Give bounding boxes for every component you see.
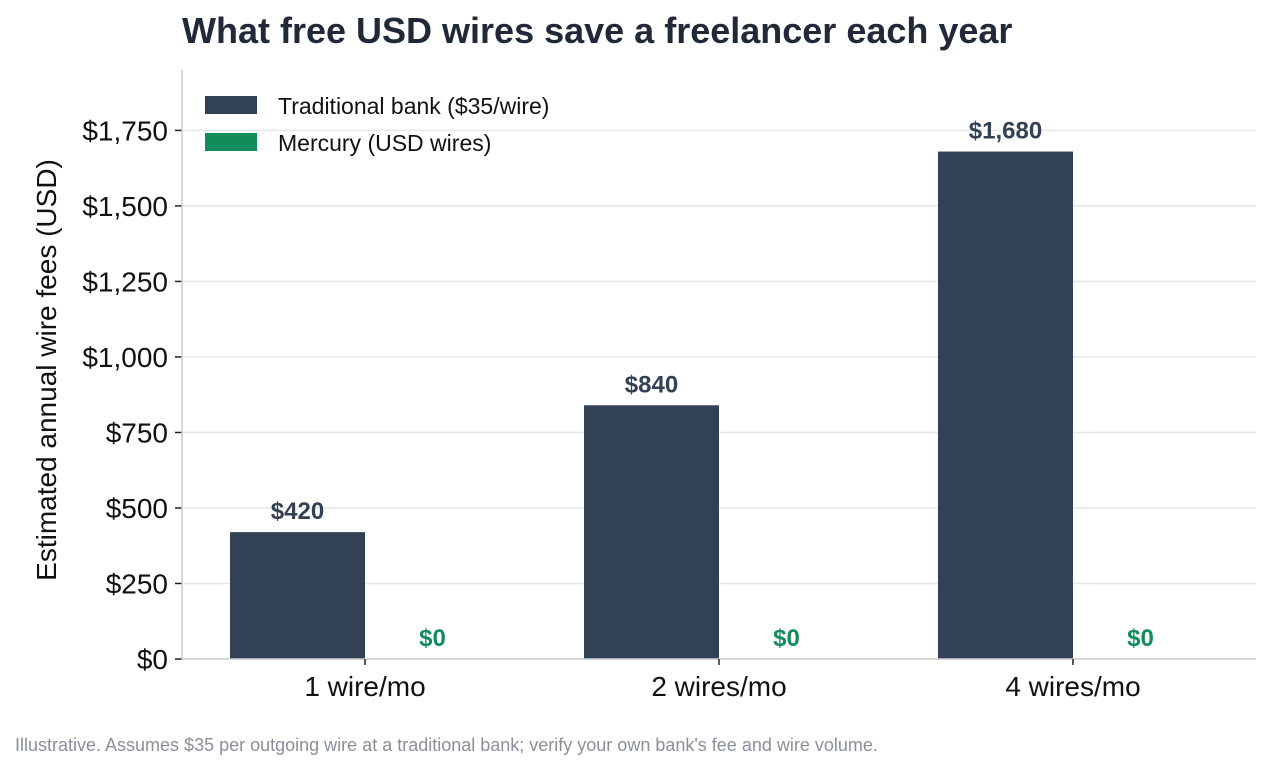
y-tick-label: $250 <box>106 568 168 599</box>
bar-traditional-bank <box>584 405 719 659</box>
y-tick-label: $1,250 <box>82 266 168 297</box>
x-tick-label: 1 wire/mo <box>304 671 425 702</box>
legend-swatch <box>205 133 257 151</box>
y-axis-label: Estimated annual wire fees (USD) <box>31 159 62 581</box>
x-tick-label: 2 wires/mo <box>651 671 786 702</box>
legend-swatch <box>205 96 257 114</box>
legend-label: Traditional bank ($35/wire) <box>278 93 549 119</box>
y-tick-label: $500 <box>106 493 168 524</box>
footnote: Illustrative. Assumes $35 per outgoing w… <box>15 735 878 755</box>
data-label: $0 <box>419 625 446 652</box>
y-tick-label: $1,500 <box>82 191 168 222</box>
x-tick-label: 4 wires/mo <box>1005 671 1140 702</box>
data-label: $0 <box>773 625 800 652</box>
data-label: $840 <box>625 371 678 398</box>
bar-traditional-bank <box>230 532 365 659</box>
data-label: $420 <box>271 498 324 525</box>
bars <box>230 151 1073 660</box>
y-tick-label: $750 <box>106 417 168 448</box>
y-tick-label: $1,750 <box>82 115 168 146</box>
data-labels: $420 $0 $840 $0 $1,680 $0 <box>271 118 1154 652</box>
data-label: $0 <box>1127 625 1154 652</box>
data-label: $1,680 <box>969 118 1042 145</box>
axes: $0 $250 $500 $750 $1,000 $1,250 $1,500 $1,750 1 … <box>82 70 1256 702</box>
y-tick-label: $0 <box>137 644 168 675</box>
legend: Traditional bank ($35/wire) Mercury (USD … <box>205 93 549 156</box>
y-tick-label: $1,000 <box>82 342 168 373</box>
chart-title: What free USD wires save a freelancer ea… <box>182 10 1012 51</box>
bar-traditional-bank <box>938 151 1073 660</box>
legend-label: Mercury (USD wires) <box>278 130 491 156</box>
